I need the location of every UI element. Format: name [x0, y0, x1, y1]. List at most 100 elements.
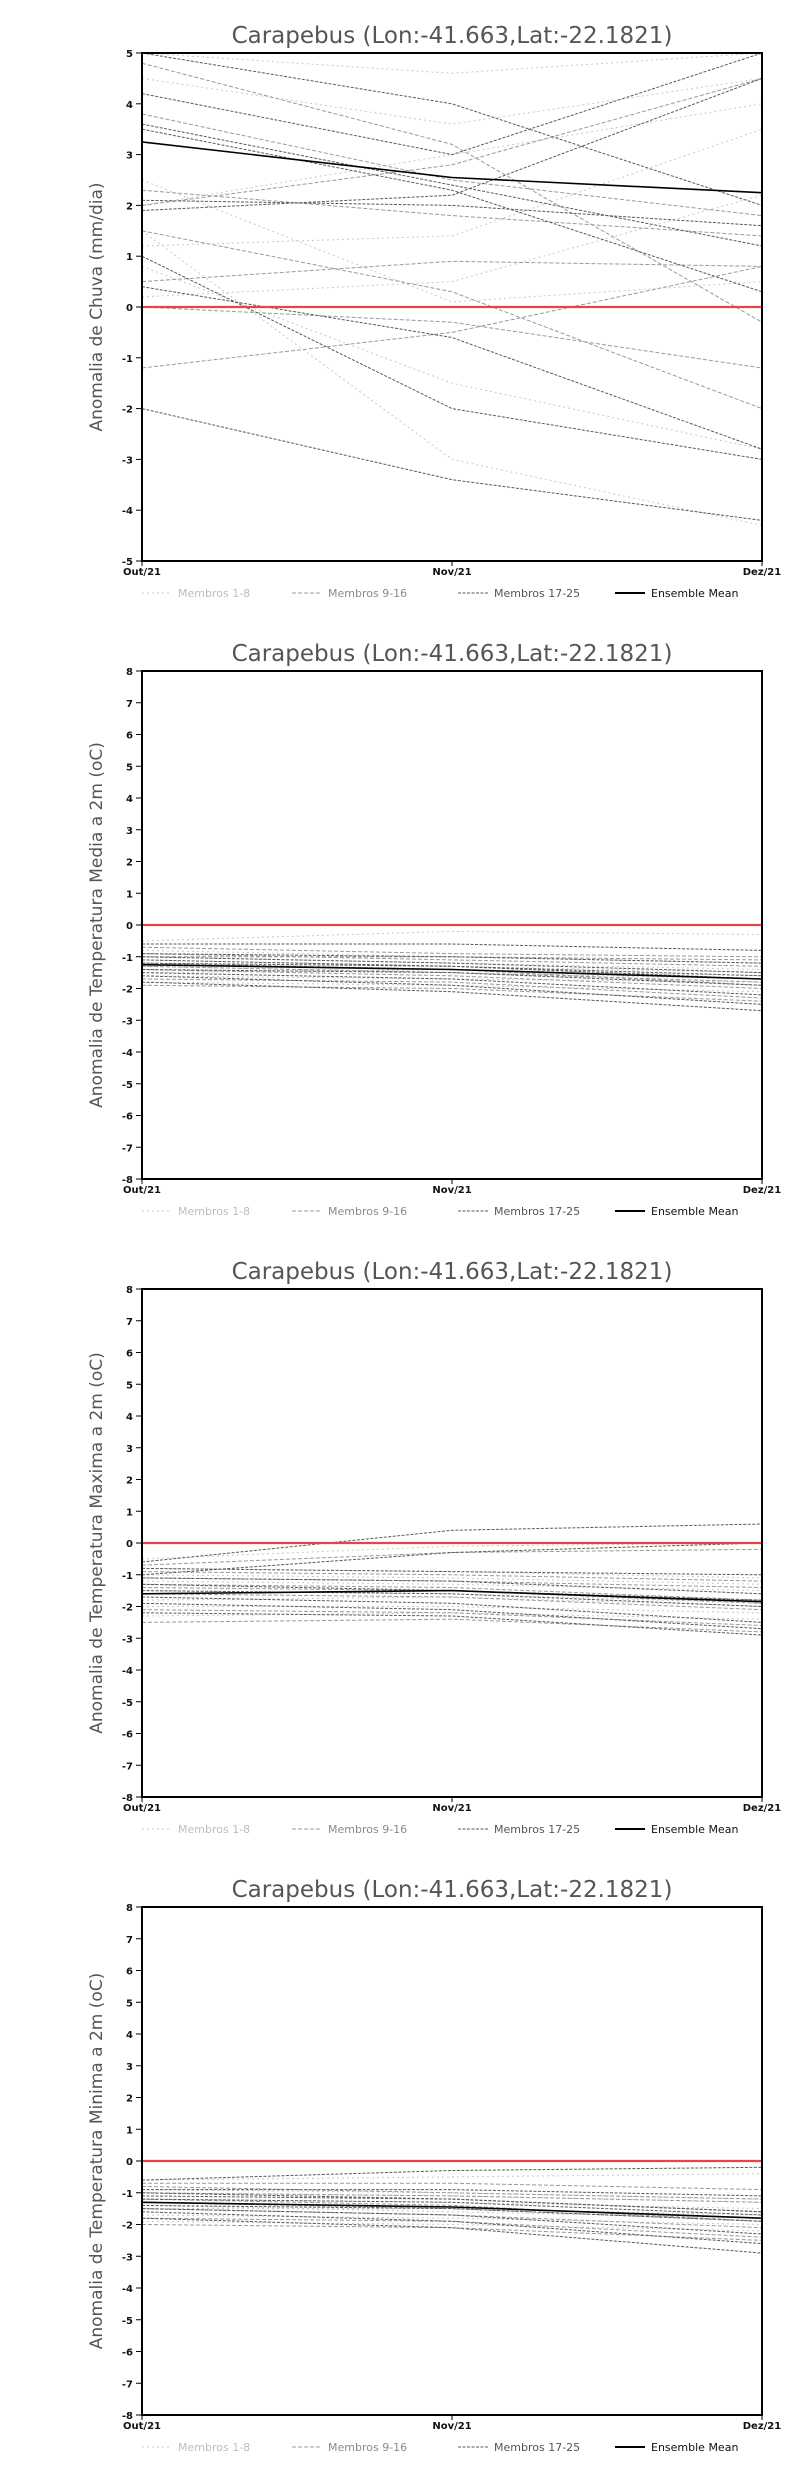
x-tick-label: Nov/21 — [432, 1803, 471, 1814]
y-tick-label: 6 — [126, 1349, 133, 1360]
member-line — [142, 2217, 762, 2238]
y-tick-label: -2 — [122, 2221, 133, 2232]
y-tick-label: 4 — [126, 794, 133, 805]
y-tick-label: -8 — [122, 1793, 133, 1804]
y-tick-label: -8 — [122, 2411, 133, 2422]
legend-label: Membros 9-16 — [328, 587, 407, 600]
x-tick-label: Dez/21 — [743, 1185, 782, 1196]
member-line — [142, 77, 762, 206]
x-tick-label: Out/21 — [123, 567, 161, 578]
member-line — [142, 2208, 762, 2216]
y-axis-label: Anomalia de Temperatura Maxima a 2m (oC) — [87, 1352, 107, 1734]
ensemble-mean-line — [142, 963, 762, 980]
member-line — [142, 230, 762, 410]
member-line — [142, 984, 762, 1002]
y-tick-label: 7 — [126, 699, 133, 710]
ensemble-mean-line — [142, 1589, 762, 1603]
member-line — [142, 1583, 762, 1601]
member-line — [142, 286, 762, 450]
y-tick-label: -6 — [122, 1112, 133, 1123]
y-tick-label: 1 — [126, 1507, 133, 1518]
legend-label: Membros 1-8 — [178, 587, 250, 600]
member-line — [142, 408, 762, 521]
member-line — [142, 2173, 762, 2181]
y-tick-label: -4 — [122, 1048, 133, 1059]
legend-label: Membros 17-25 — [494, 2441, 580, 2454]
member-line — [142, 265, 762, 369]
ensemble-mean-line — [142, 2201, 762, 2219]
y-tick-label: 4 — [126, 1412, 133, 1423]
member-line — [142, 230, 762, 526]
legend-label: Ensemble Mean — [651, 587, 738, 600]
y-axis-label: Anomalia de Temperatura Media a 2m (oC) — [87, 742, 107, 1108]
y-tick-label: -1 — [122, 2189, 133, 2200]
series-layer — [142, 1523, 762, 1636]
member-line — [142, 965, 762, 983]
legend-label: Membros 17-25 — [494, 1823, 580, 1836]
legend-label: Membros 1-8 — [178, 1823, 250, 1836]
chart-title: Carapebus (Lon:-41.663,Lat:-22.1821) — [232, 641, 673, 667]
y-tick-label: 2 — [126, 2094, 133, 2105]
y-tick-label: 0 — [126, 303, 133, 314]
chart-panel-3: Carapebus (Lon:-41.663,Lat:-22.1821) Anom… — [87, 1259, 781, 1836]
x-tick-label: Dez/21 — [743, 2421, 782, 2432]
legend-label: Ensemble Mean — [651, 1205, 738, 1218]
y-tick-label: -5 — [122, 2316, 133, 2327]
chart-panel-2: Carapebus (Lon:-41.663,Lat:-22.1821) Anom… — [87, 641, 781, 1218]
legend: Membros 1-8 Membros 9-16 Membros 17-25 Ense… — [142, 1823, 738, 1836]
member-line — [142, 113, 762, 217]
member-line — [142, 62, 762, 323]
member-line — [142, 1567, 762, 1579]
x-tick-label: Out/21 — [123, 1803, 161, 1814]
member-line — [142, 2224, 762, 2241]
y-tick-label: -7 — [122, 1143, 133, 1154]
member-line — [142, 1606, 762, 1614]
y-tick-label: 7 — [126, 1317, 133, 1328]
y-tick-label: -2 — [122, 1603, 133, 1614]
member-line — [142, 2214, 762, 2225]
member-line — [142, 2211, 762, 2245]
y-tick-label: 7 — [126, 1935, 133, 1946]
member-line — [142, 1548, 762, 1566]
member-line — [142, 1577, 762, 1595]
member-line — [142, 1587, 762, 1604]
y-tick-label: -6 — [122, 2348, 133, 2359]
y-tick-label: 5 — [126, 49, 133, 60]
member-line — [142, 1580, 762, 1592]
legend: Membros 1-8 Membros 9-16 Membros 17-25 Ense… — [142, 1205, 738, 1218]
y-axis-label: Anomalia de Temperatura Minima a 2m (oC) — [87, 1973, 107, 2350]
legend-label: Membros 9-16 — [328, 1823, 407, 1836]
y-tick-label: 8 — [126, 1285, 133, 1296]
y-tick-label: 1 — [126, 252, 133, 263]
y-tick-label: 6 — [126, 731, 133, 742]
member-line — [142, 260, 762, 283]
chart-title: Carapebus (Lon:-41.663,Lat:-22.1821) — [232, 1259, 673, 1285]
member-line — [142, 969, 762, 989]
plot-frame — [141, 670, 763, 1180]
series-layer — [142, 923, 762, 1012]
chart-panel-1: Carapebus (Lon:-41.663,Lat:-22.1821) Anom… — [87, 23, 781, 600]
member-line — [142, 77, 762, 125]
y-tick-label: -5 — [122, 557, 133, 568]
member-line — [142, 128, 762, 247]
x-tick-label: Nov/21 — [432, 567, 471, 578]
member-line — [142, 953, 762, 967]
y-tick-label: 5 — [126, 1998, 133, 2009]
member-line — [142, 2192, 762, 2203]
member-line — [142, 1577, 762, 1588]
x-tick-label: Nov/21 — [432, 2421, 471, 2432]
y-tick-label: 3 — [126, 2062, 133, 2073]
chart-panel-4: Carapebus (Lon:-41.663,Lat:-22.1821) Anom… — [87, 1877, 781, 2454]
y-axis-label: Anomalia de Chuva (mm/dia) — [87, 182, 107, 431]
y-tick-label: -5 — [122, 1698, 133, 1709]
member-line — [142, 53, 762, 206]
y-tick-label: -4 — [122, 1666, 133, 1677]
member-line — [142, 1618, 762, 1633]
y-tick-label: 1 — [126, 2125, 133, 2136]
member-line — [142, 189, 762, 237]
member-line — [142, 956, 762, 970]
y-tick-label: -2 — [122, 985, 133, 996]
y-tick-label: 3 — [126, 826, 133, 837]
member-line — [142, 123, 762, 247]
x-tick-label: Dez/21 — [743, 1803, 782, 1814]
